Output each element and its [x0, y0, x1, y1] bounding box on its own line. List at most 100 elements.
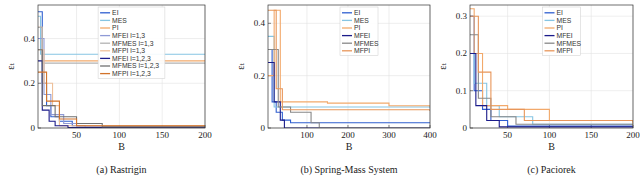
frame: [38, 5, 205, 128]
y-label: εₜ: [437, 63, 448, 70]
legend-swatch: [342, 20, 352, 21]
caption: (b) Spring-Mass System: [300, 164, 397, 176]
legend-label: MFEI l=1,3: [112, 32, 145, 39]
tick-label: 0.4: [24, 34, 36, 44]
legend-swatch: [100, 65, 110, 66]
series-line: [268, 63, 430, 128]
tick: [38, 83, 41, 84]
legend-label: MFPI: [557, 47, 573, 54]
legend: EIMESPIMFEIMFMESMFPI: [340, 7, 379, 56]
legend-swatch: [100, 73, 110, 74]
panel: 00.20.4100200300400EIMESPIMFEIMFMESMFPIB…: [235, 5, 437, 176]
frame: [268, 5, 430, 128]
legend-swatch: [545, 20, 555, 21]
figure: 00.20.450100150200EIMESPIMFEI l=1,3MFMES…: [0, 0, 640, 179]
legend-swatch: [545, 43, 555, 44]
tick: [268, 23, 271, 24]
legend-label: MFMES: [354, 40, 379, 47]
plot-area: [38, 5, 205, 128]
series-line: [38, 72, 205, 126]
series-group: [268, 10, 430, 128]
legend-swatch: [545, 12, 555, 13]
legend-swatch: [100, 27, 110, 28]
tick-label: 0.2: [254, 71, 265, 81]
legend-swatch: [342, 35, 352, 36]
legend-swatch: [100, 20, 110, 21]
legend-swatch: [342, 43, 352, 44]
legend-swatch: [545, 50, 555, 51]
x-label: B: [548, 141, 555, 152]
tick-label: 0.2: [24, 78, 35, 88]
tick-label: 0.3: [456, 11, 468, 21]
tick-label: 100: [543, 130, 557, 140]
legend-label: MFMES l=1,2,3: [112, 62, 159, 69]
legend-label: PI: [557, 24, 564, 31]
tick-label: 200: [626, 130, 640, 140]
grid-line: [591, 5, 592, 128]
tick-label: 0.4: [254, 18, 266, 28]
tick-label: 150: [584, 130, 598, 140]
legend-label: MES: [354, 17, 369, 24]
legend-label: MFEI l=1,2,3: [112, 55, 151, 62]
frame: [470, 5, 633, 128]
legend-swatch: [100, 50, 110, 51]
panel: 0 0.1 0.2 0.3 50 100 150 200 EIMESPIMFEIMFMESMFP…: [437, 5, 640, 176]
legend-swatch: [100, 35, 110, 36]
tick-label: 0: [31, 123, 36, 133]
legend-label: PI: [112, 24, 119, 31]
legend-box: [543, 7, 581, 56]
legend-label: MFEI: [557, 32, 573, 39]
plot-area: [470, 5, 633, 128]
series-line: [38, 27, 205, 63]
legend-label: MFEI: [354, 32, 370, 39]
legend-swatch: [545, 27, 555, 28]
tick-label: 0: [261, 123, 266, 133]
tick-label: 100: [113, 130, 127, 140]
panel: 0 0.2 0.4 50 100 150 200 EIMESPIMFEI l=1,3MFMES…: [5, 5, 212, 176]
legend-label: MFPI l=1,2,3: [112, 70, 151, 77]
legend-label: MFPI: [354, 47, 370, 54]
legend-swatch: [342, 50, 352, 51]
legend-label: EI: [557, 9, 564, 16]
series-line: [268, 49, 430, 128]
legend: EIMESPIMFEI l=1,3MFMES l=1,3MFPI l=1,3MF…: [98, 7, 165, 78]
caption: (a) Rastrigin: [96, 164, 146, 176]
plot-area: [268, 5, 430, 128]
legend-box: [98, 7, 165, 78]
legend-label: PI: [354, 24, 361, 31]
tick-label: 0: [463, 123, 468, 133]
tick-label: 0.2: [456, 48, 467, 58]
legend-swatch: [100, 43, 110, 44]
tick: [470, 90, 473, 91]
legend-swatch: [545, 35, 555, 36]
legend-label: MFMES l=1,3: [112, 40, 154, 47]
tick-label: 400: [423, 130, 437, 140]
y-label: εₜ: [5, 63, 16, 70]
grid-line: [38, 83, 205, 84]
legend-label: MES: [557, 17, 572, 24]
series-line: [38, 27, 205, 61]
series-line: [470, 53, 633, 126]
grid-line: [470, 90, 633, 91]
legend-box: [340, 7, 378, 56]
x-label: B: [118, 141, 125, 152]
tick-label: 100: [300, 130, 314, 140]
series-line: [38, 50, 205, 127]
grid-line: [76, 5, 77, 128]
series-line: [38, 61, 205, 128]
legend-label: MFMES: [557, 40, 582, 47]
series-line: [470, 53, 633, 124]
series-line: [38, 50, 205, 126]
legend-label: MES: [112, 17, 127, 24]
tick-label: 50: [72, 130, 82, 140]
legend: EIMESPIMFEIMFMESMFPI: [543, 7, 582, 56]
tick-label: 200: [198, 130, 212, 140]
series-line: [38, 39, 205, 127]
legend-swatch: [342, 12, 352, 13]
tick-label: 150: [155, 130, 169, 140]
tick-label: 50: [503, 130, 513, 140]
legend-swatch: [342, 27, 352, 28]
legend-swatch: [100, 58, 110, 59]
tick-label: 0.1: [456, 86, 467, 96]
grid-line: [268, 75, 430, 76]
